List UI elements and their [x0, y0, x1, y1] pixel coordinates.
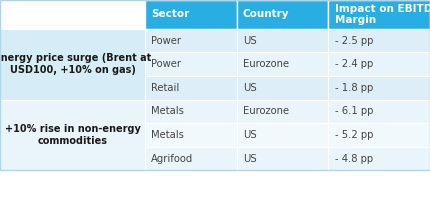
Bar [237, 99, 328, 123]
Text: Power: Power [151, 36, 181, 46]
Text: Eurozone: Eurozone [243, 106, 289, 116]
Bar [328, 99, 430, 123]
Text: Energy price surge (Brent at
USD100, +10% on gas): Energy price surge (Brent at USD100, +10… [0, 53, 151, 75]
Bar [237, 52, 328, 76]
Bar [237, 123, 328, 147]
Bar [145, 52, 236, 76]
Bar [145, 147, 236, 170]
Bar [237, 29, 328, 52]
Bar [145, 29, 236, 52]
Text: - 4.8 pp: - 4.8 pp [335, 154, 373, 164]
Text: Impact on EBITDA
Margin: Impact on EBITDA Margin [335, 4, 430, 25]
Text: - 2.4 pp: - 2.4 pp [335, 59, 373, 69]
Text: Metals: Metals [151, 106, 184, 116]
Bar [145, 76, 236, 99]
Bar [237, 147, 328, 170]
Text: Power: Power [151, 59, 181, 69]
Bar [0, 0, 430, 170]
Text: - 5.2 pp: - 5.2 pp [335, 130, 373, 140]
Bar [0, 29, 145, 99]
Bar [145, 0, 236, 29]
Text: Country: Country [243, 9, 289, 19]
Text: - 6.1 pp: - 6.1 pp [335, 106, 373, 116]
Text: US: US [243, 83, 257, 93]
Bar [328, 0, 430, 29]
Text: US: US [243, 130, 257, 140]
Bar [328, 147, 430, 170]
Bar [328, 29, 430, 52]
Bar [0, 0, 145, 29]
Text: +10% rise in non-energy
commodities: +10% rise in non-energy commodities [5, 124, 140, 146]
Bar [328, 52, 430, 76]
Text: - 2.5 pp: - 2.5 pp [335, 36, 373, 46]
Text: Metals: Metals [151, 130, 184, 140]
Text: Agrifood: Agrifood [151, 154, 194, 164]
Text: - 1.8 pp: - 1.8 pp [335, 83, 373, 93]
Bar [237, 0, 328, 29]
Bar [145, 123, 236, 147]
Text: Retail: Retail [151, 83, 180, 93]
Text: Eurozone: Eurozone [243, 59, 289, 69]
Bar [145, 99, 236, 123]
Bar [237, 76, 328, 99]
Text: US: US [243, 36, 257, 46]
Bar [328, 123, 430, 147]
Text: Sector: Sector [151, 9, 190, 19]
Text: US: US [243, 154, 257, 164]
Bar [328, 76, 430, 99]
Bar [0, 99, 145, 170]
